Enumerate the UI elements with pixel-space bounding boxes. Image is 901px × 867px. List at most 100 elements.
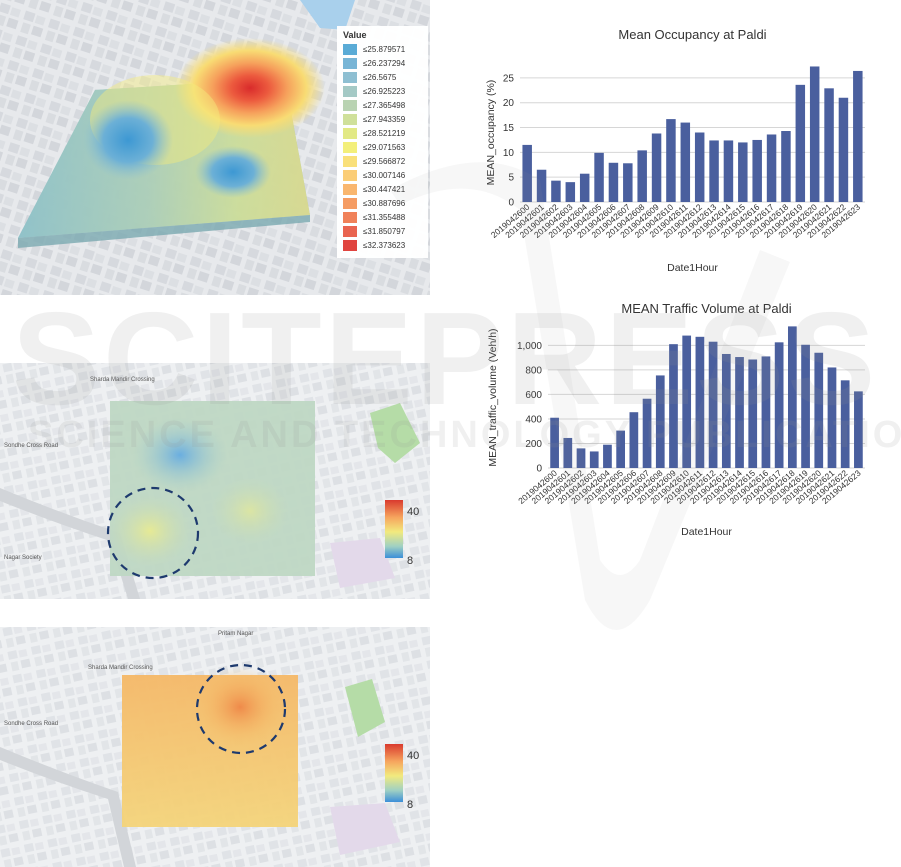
legend-item: ≤30.447421 xyxy=(343,183,405,196)
bar xyxy=(637,150,647,202)
bar xyxy=(669,344,678,468)
chart-title: Mean Occupancy at Paldi xyxy=(618,27,766,42)
place-label: Sondhe Cross Road xyxy=(4,443,58,449)
bar xyxy=(616,430,626,468)
x-axis-label: Date1Hour xyxy=(681,526,732,538)
bar xyxy=(565,182,576,202)
bar xyxy=(608,162,619,202)
y-tick-label: 20 xyxy=(503,98,515,109)
bar xyxy=(623,163,633,202)
y-tick-label: 0 xyxy=(508,198,514,209)
legend-swatch xyxy=(343,72,357,83)
legend-item: ≤27.365498 xyxy=(343,99,405,112)
legend-label: ≤25.879571 xyxy=(363,45,406,54)
bar xyxy=(840,380,850,468)
bar xyxy=(814,352,824,468)
bar xyxy=(603,444,612,468)
bar xyxy=(666,119,676,202)
legend-label: ≤26.237294 xyxy=(363,59,406,68)
scale-min-label: 8 xyxy=(407,799,413,811)
scale-min-label: 8 xyxy=(407,555,413,567)
legend-item: ≤29.566872 xyxy=(343,155,405,168)
highlight-circle xyxy=(195,663,287,755)
place-label: Nagar Society xyxy=(4,555,42,561)
bar xyxy=(774,342,784,468)
legend-label: ≤30.447421 xyxy=(363,185,406,194)
y-tick-label: 1,000 xyxy=(517,341,542,352)
bar xyxy=(752,139,762,202)
legend-label: ≤28.521219 xyxy=(363,129,406,138)
bar xyxy=(721,353,731,468)
bar xyxy=(827,367,837,468)
legend-swatch xyxy=(343,114,357,125)
map2-graphic: 40 8 Sharda Mandir Crossing Sondhe Cross… xyxy=(0,363,430,599)
bar xyxy=(576,448,586,468)
bar xyxy=(708,341,718,468)
y-tick-label: 15 xyxy=(503,123,515,134)
occupancy-bar-chart: Mean Occupancy at Paldi05101520252019042… xyxy=(485,27,865,274)
place-label: Pritam Nagar xyxy=(218,631,253,637)
bar xyxy=(761,356,771,468)
bar xyxy=(824,88,834,202)
legend-label: ≤31.355488 xyxy=(363,213,406,222)
highlight-circle xyxy=(106,486,200,580)
bar xyxy=(838,97,849,202)
y-axis-label: MEAN_occupancy (%) xyxy=(485,80,497,186)
legend-item: ≤26.925223 xyxy=(343,85,405,98)
bar xyxy=(680,122,691,202)
legend-item: ≤30.887696 xyxy=(343,197,405,210)
bar xyxy=(854,391,863,468)
bar xyxy=(682,335,692,468)
legend-label: ≤29.566872 xyxy=(363,157,406,166)
bar xyxy=(795,84,806,202)
bar xyxy=(642,398,652,468)
bar xyxy=(651,133,662,202)
legend-swatch xyxy=(343,212,357,223)
legend-label: ≤31.850797 xyxy=(363,227,406,236)
bar xyxy=(748,359,758,468)
scale-max-label: 40 xyxy=(407,750,419,762)
x-axis-label: Date1Hour xyxy=(667,262,718,274)
legend-swatch xyxy=(343,240,357,251)
bar xyxy=(766,134,777,202)
bar xyxy=(629,412,639,468)
color-scale-bar xyxy=(385,500,403,558)
bar xyxy=(801,344,810,468)
y-tick-label: 800 xyxy=(525,365,542,376)
place-label: Sharda Mandir Crossing xyxy=(90,377,155,383)
legend-label: ≤29.071563 xyxy=(363,143,406,152)
legend-item: ≤28.521219 xyxy=(343,127,405,140)
y-axis-label: MEAN_traffic_volume (Veh/h) xyxy=(487,328,499,466)
bar xyxy=(853,70,863,202)
watermark-subtext: SCIENCE AND TECHNOLOGY PUBLICATIONS xyxy=(28,414,901,456)
legend-item: ≤27.943359 xyxy=(343,113,405,126)
bar xyxy=(781,131,791,202)
watermark-text: SCITEPRESS xyxy=(12,285,879,432)
legend-label: ≤32.373623 xyxy=(363,241,406,250)
legend-item: ≤30.007146 xyxy=(343,169,405,182)
y-tick-label: 400 xyxy=(525,414,542,425)
bar xyxy=(536,169,547,202)
legend-swatch xyxy=(343,128,357,139)
legend-swatch xyxy=(343,44,357,55)
bar xyxy=(694,132,705,202)
y-tick-label: 5 xyxy=(508,173,514,184)
place-label: Sondhe Cross Road xyxy=(4,721,58,727)
bar xyxy=(589,451,599,468)
legend-label: ≤27.943359 xyxy=(363,115,406,124)
legend-item: ≤31.355488 xyxy=(343,211,405,224)
legend-item: ≤32.373623 xyxy=(343,239,405,252)
chart-title: MEAN Traffic Volume at Paldi xyxy=(621,301,791,316)
legend-label: ≤26.925223 xyxy=(363,87,406,96)
legend-item: ≤29.071563 xyxy=(343,141,405,154)
legend-swatch xyxy=(343,58,357,69)
map1-legend: Value ≤25.879571 ≤26.237294 ≤26.5675 ≤26.92… xyxy=(337,26,428,258)
y-tick-label: 10 xyxy=(503,148,515,159)
scale-max-label: 40 xyxy=(407,506,419,518)
legend-swatch xyxy=(343,86,357,97)
bar xyxy=(709,140,719,202)
bar xyxy=(655,375,665,468)
legend-item: ≤31.850797 xyxy=(343,225,405,238)
place-label: Sharda Mandir Crossing xyxy=(88,665,153,671)
occupancy-surface-map-3d: Value ≤25.879571 ≤26.237294 ≤26.5675 ≤26.92… xyxy=(0,0,430,295)
